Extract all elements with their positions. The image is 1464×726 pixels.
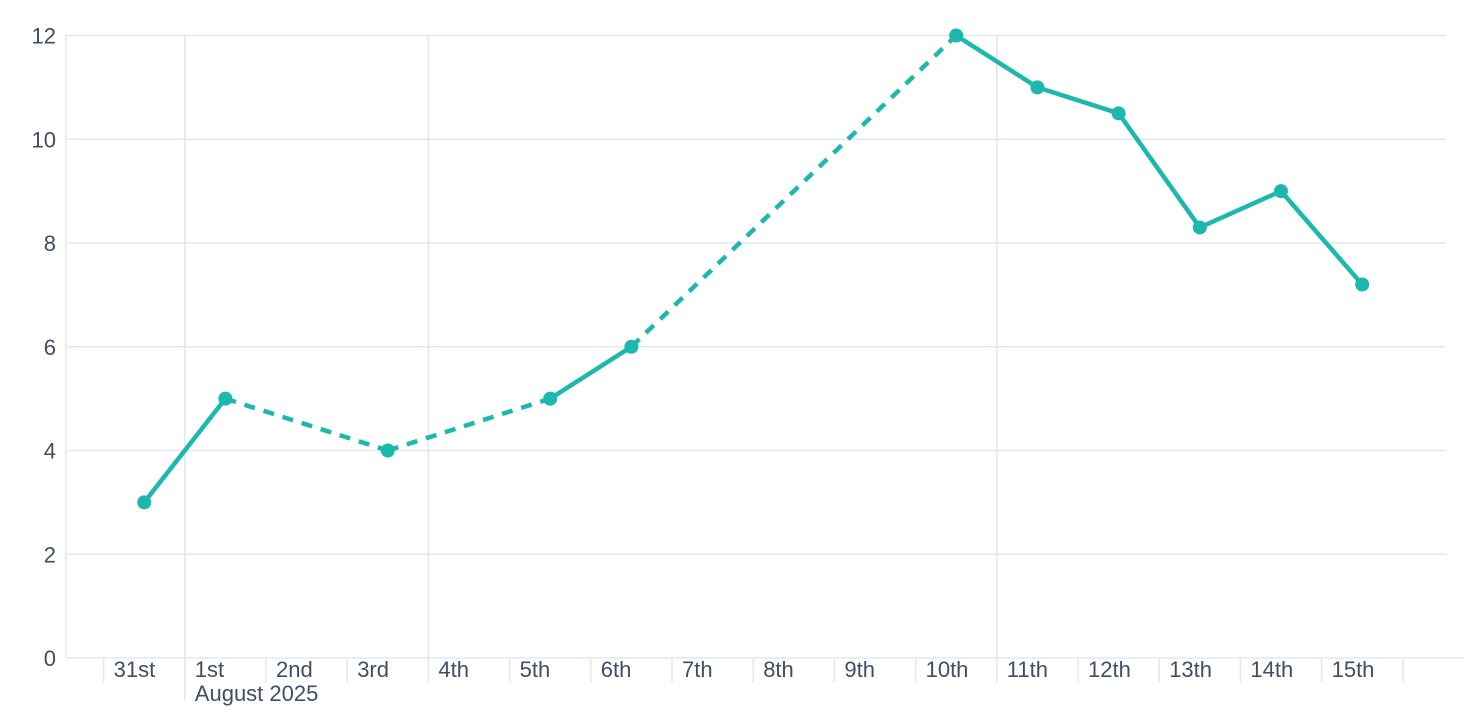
y-axis-label: 0 — [44, 646, 56, 671]
series-segment-dashed — [387, 396, 551, 453]
series-segment-solid — [953, 33, 1040, 90]
x-axis-label: 11th — [1007, 657, 1048, 682]
y-axis-label: 12 — [32, 24, 56, 49]
data-point[interactable] — [543, 391, 558, 406]
y-axis-label: 4 — [44, 439, 56, 464]
series-segment-solid — [141, 396, 228, 505]
data-point[interactable] — [380, 443, 395, 458]
series-segment-solid — [1116, 111, 1203, 230]
x-axis-label: 4th — [438, 657, 469, 682]
data-point[interactable] — [1274, 184, 1288, 199]
x-axis-label: 2nd — [276, 657, 313, 682]
series-segment-solid — [547, 344, 634, 401]
x-axis-label: 1st — [195, 657, 224, 682]
x-axis-label: 13th — [1169, 657, 1212, 682]
y-axis-label: 8 — [44, 231, 56, 256]
x-axis-label: 6th — [601, 657, 632, 682]
series-segment-dashed — [629, 33, 958, 349]
x-axis-label: 14th — [1250, 657, 1293, 682]
data-point[interactable] — [1030, 80, 1045, 95]
x-axis-label: 10th — [926, 657, 969, 682]
x-axis-month-label: August 2025 — [195, 681, 319, 706]
series-segment-solid — [1197, 188, 1284, 230]
data-point[interactable] — [1192, 220, 1207, 235]
series-segment-solid — [1278, 188, 1365, 287]
y-axis-label: 2 — [44, 542, 56, 567]
x-axis-label: 15th — [1332, 657, 1375, 682]
series-segment-dashed — [224, 396, 389, 453]
data-point[interactable] — [218, 391, 233, 406]
x-axis-label: 31st — [114, 657, 156, 682]
series-segment-solid — [1035, 85, 1121, 116]
data-point[interactable] — [624, 339, 639, 354]
data-point[interactable] — [1111, 106, 1126, 121]
x-axis-label: 7th — [682, 657, 713, 682]
y-axis-label: 10 — [32, 127, 56, 152]
x-axis-label: 8th — [763, 657, 794, 682]
data-point[interactable] — [949, 28, 964, 43]
x-axis-label: 3rd — [357, 657, 389, 682]
data-point[interactable] — [137, 495, 152, 510]
x-axis-label: 5th — [520, 657, 551, 682]
x-axis-label: 9th — [844, 657, 875, 682]
x-axis-label: 12th — [1088, 657, 1131, 682]
y-axis-label: 6 — [44, 335, 56, 360]
data-point[interactable] — [1355, 277, 1370, 292]
